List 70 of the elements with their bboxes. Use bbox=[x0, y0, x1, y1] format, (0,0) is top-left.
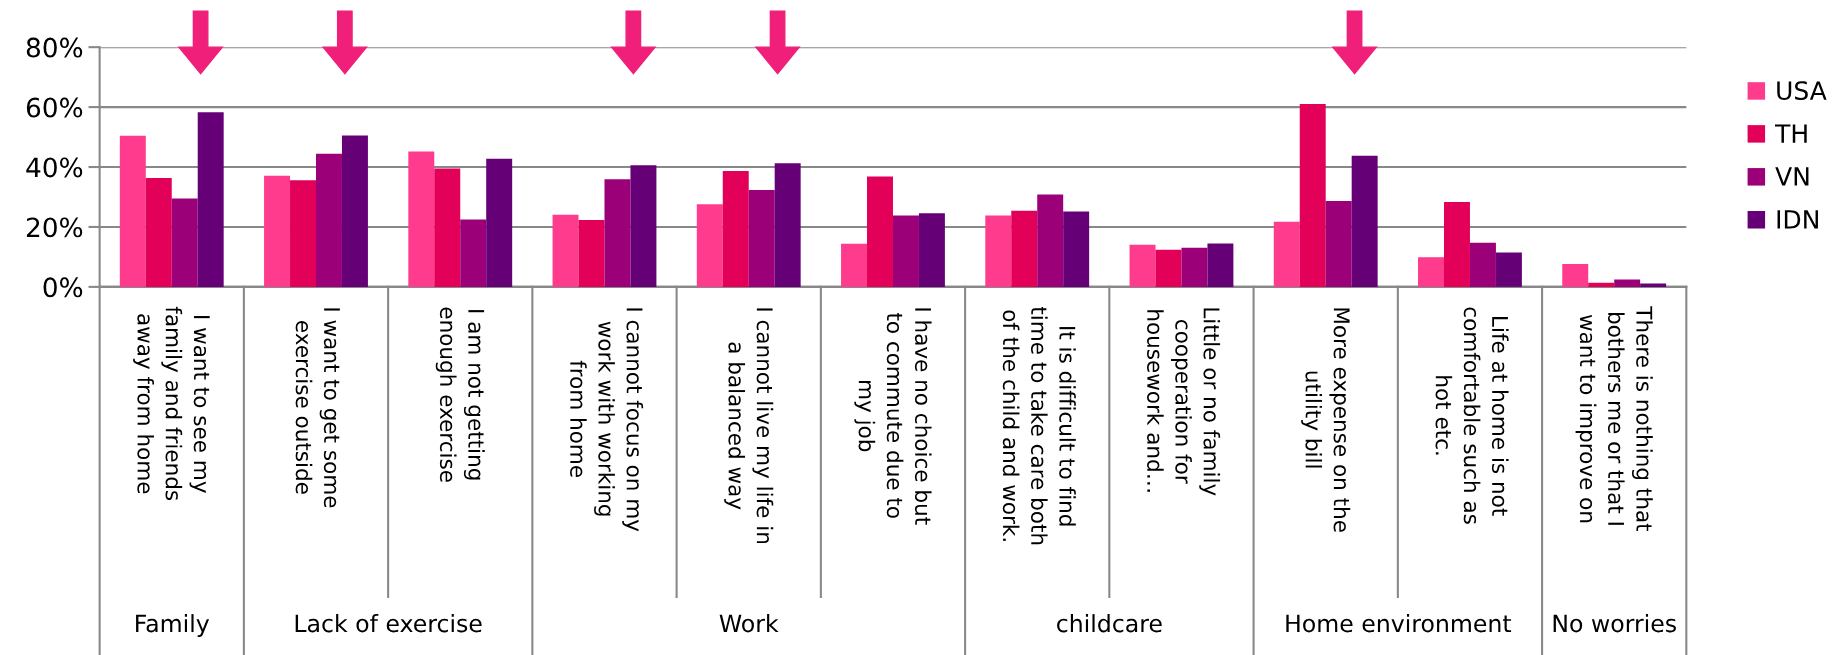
bar bbox=[918, 213, 945, 287]
bar bbox=[1469, 242, 1496, 287]
text: Home environment bbox=[1286, 614, 1512, 633]
y-tick-label: 0% bbox=[43, 277, 83, 298]
bar bbox=[1562, 264, 1589, 287]
bar bbox=[408, 151, 435, 287]
x-tick-label: I cannot focus on my work with working from home bbox=[570, 308, 644, 532]
bar bbox=[1063, 211, 1090, 287]
bar bbox=[841, 243, 868, 287]
bar bbox=[434, 168, 461, 287]
x-tick-label: I am not getting enough exercise bbox=[435, 307, 485, 482]
text: Family bbox=[136, 614, 210, 637]
bar bbox=[722, 170, 749, 287]
bar bbox=[552, 214, 579, 287]
bar bbox=[1444, 202, 1470, 287]
bar bbox=[1495, 252, 1522, 287]
bar bbox=[774, 163, 801, 287]
bar bbox=[578, 220, 605, 287]
x-tick-label: Little or no family cooperation for housework and… bbox=[1147, 308, 1221, 496]
legend-label: VN bbox=[1775, 167, 1809, 186]
bar bbox=[1273, 221, 1300, 287]
bar bbox=[316, 153, 342, 287]
text: No worries bbox=[1553, 614, 1676, 633]
bar bbox=[867, 176, 893, 287]
y-tick-label: 40% bbox=[26, 157, 83, 178]
bar bbox=[119, 135, 146, 287]
bar bbox=[486, 158, 513, 287]
legend-label: TH bbox=[1775, 124, 1807, 143]
bar bbox=[696, 204, 723, 287]
bar bbox=[1351, 155, 1378, 287]
y-tick-label: 80% bbox=[26, 37, 83, 58]
bar bbox=[341, 135, 368, 287]
bar bbox=[604, 179, 631, 287]
legend-label: USA bbox=[1777, 81, 1827, 101]
bar bbox=[748, 190, 775, 287]
text: Lack of exercise bbox=[295, 614, 482, 633]
bar bbox=[1588, 282, 1615, 287]
x-tick-label: I cannot live my life in a balanced way bbox=[724, 308, 774, 544]
legend-label: IDN bbox=[1777, 210, 1818, 229]
x-tick-label: I have no choice but to commute due to my job bbox=[854, 308, 932, 525]
y-tick-label: 60% bbox=[26, 97, 83, 118]
x-tick-label: Life at home is not comfortable such as hot etc. bbox=[1435, 307, 1509, 524]
bar bbox=[1011, 210, 1038, 287]
bar bbox=[197, 112, 224, 287]
bar bbox=[264, 175, 291, 287]
bar bbox=[1299, 104, 1326, 287]
y-tick-label: 20% bbox=[26, 217, 83, 238]
bar bbox=[1207, 243, 1234, 287]
bar bbox=[145, 178, 172, 287]
bar bbox=[1037, 194, 1064, 287]
bar bbox=[985, 215, 1012, 287]
bar bbox=[460, 219, 487, 287]
bar bbox=[892, 215, 919, 287]
bar bbox=[630, 165, 657, 287]
x-tick-label: There is nothing that bothers me or that I want to improve on bbox=[1575, 306, 1653, 532]
bar bbox=[1181, 247, 1208, 287]
bar bbox=[1614, 279, 1641, 287]
text: childcare bbox=[1057, 614, 1162, 633]
bar bbox=[1640, 283, 1667, 287]
x-tick-label: More expense on the utility bill bbox=[1301, 308, 1351, 532]
text: Work bbox=[719, 614, 779, 633]
bar bbox=[1418, 257, 1444, 287]
bar bbox=[290, 180, 316, 287]
x-tick-label: It is difficult to find time to take care both of the child and work. bbox=[1002, 306, 1076, 545]
x-tick-label: I want to see my family and friends away from home bbox=[133, 306, 210, 501]
x-tick-label: I want to get some exercise outside bbox=[295, 308, 340, 508]
bar bbox=[1155, 249, 1182, 287]
bar bbox=[171, 198, 198, 287]
bar bbox=[1129, 244, 1156, 287]
bar bbox=[1325, 200, 1352, 287]
